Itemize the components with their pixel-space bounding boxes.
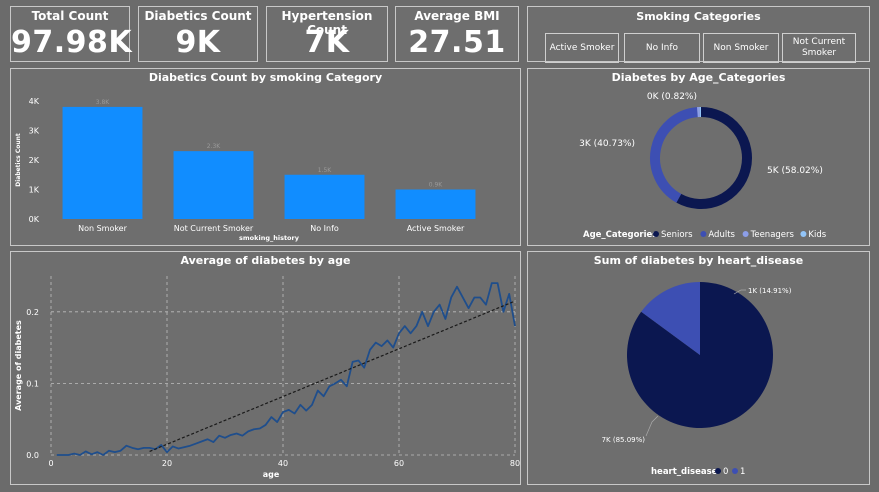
x-tick-label: 60 <box>394 459 404 468</box>
x-tick-label: 20 <box>162 459 172 468</box>
slicer-option-not-current-smoker[interactable]: Not Current Smoker <box>782 33 856 63</box>
legend-title: heart_disease <box>651 467 718 477</box>
y-tick-label: 0K <box>29 215 40 224</box>
pie-chart-panel: Sum of diabetes by heart_disease 1K (14.… <box>527 251 870 485</box>
slice-data-label: 1K (14.91%) <box>748 287 792 295</box>
slice-data-label: 0K (0.82%) <box>647 92 697 102</box>
slice-data-label: 5K (58.02%) <box>767 166 823 176</box>
data-label: 2.3K <box>207 143 222 150</box>
kpi-label: Hypertension Count <box>281 9 373 37</box>
kpi-card-hypertension-count: Hypertension Count 7K <box>266 6 388 62</box>
legend-marker <box>732 468 738 474</box>
x-tick-label: 0 <box>48 459 53 468</box>
donut-chart: 5K (58.02%) 3K (40.73%) 0K (0.82%) Age_Cate… <box>579 92 827 240</box>
x-axis-label: smoking_history <box>239 234 300 242</box>
bar <box>62 106 143 219</box>
slicer-option-non-smoker[interactable]: Non Smoker <box>703 33 779 63</box>
kpi-value: 97.98K <box>11 25 133 60</box>
bar <box>284 174 365 219</box>
chart-title: Diabetics Count by smoking Category <box>148 71 383 84</box>
pie-chart: 1K (14.91%) 7K (85.09%) heart_disease 0 1 <box>602 282 792 477</box>
kpi-label: Average BMI <box>414 9 500 23</box>
donut-chart-panel: Diabetes by Age_Categories 5K (58.02%) 3K… <box>527 68 870 246</box>
x-tick-label: 40 <box>278 459 288 468</box>
legend-marker <box>715 468 721 474</box>
x-tick-label: Not Current Smoker <box>174 224 254 233</box>
legend-entry: Seniors <box>661 230 693 240</box>
smoking-categories-slicer: Smoking Categories Active Smoker No Info… <box>527 6 870 63</box>
x-tick-label: No Info <box>310 224 339 233</box>
y-tick-label: 2K <box>29 156 40 165</box>
slice-data-label: 7K (85.09%) <box>602 436 646 444</box>
kpi-value: 7K <box>304 25 350 60</box>
slice-data-label: 3K (40.73%) <box>579 139 635 149</box>
y-axis-label: Diabetics Count <box>15 133 22 187</box>
legend-marker <box>742 231 749 237</box>
y-tick-label: 0.2 <box>26 308 39 317</box>
y-tick-label: 0.0 <box>26 451 39 460</box>
bar <box>395 189 476 219</box>
kpi-value: 27.51 <box>408 25 506 60</box>
bar <box>173 151 254 219</box>
kpi-label: Total Count <box>31 9 109 23</box>
donut-slice <box>650 107 698 203</box>
chart-title: Sum of diabetes by heart_disease <box>593 254 804 267</box>
y-tick-label: 1K <box>29 186 40 195</box>
line-chart-panel: Average of diabetes by age 0.0 0.1 0.2 0 20 4… <box>10 251 521 485</box>
slicer-option-active-smoker[interactable]: Active Smoker <box>545 33 619 63</box>
legend-marker <box>700 231 707 237</box>
y-axis-label: Average of diabetes <box>14 320 23 411</box>
leader-line <box>733 289 746 295</box>
bar-chart: 0K 1K 2K 3K 4K 3.8K Non Smoker 2.3K Not Current … <box>15 97 476 242</box>
slicer-option-no-info[interactable]: No Info <box>624 33 700 63</box>
data-label: 3.8K <box>96 99 111 106</box>
y-tick-label: 0.1 <box>26 379 39 388</box>
donut-slice <box>676 107 752 209</box>
y-tick-label: 3K <box>29 127 40 136</box>
chart-title: Diabetes by Age_Categories <box>611 71 786 84</box>
slicer-title: Smoking Categories <box>636 10 761 23</box>
kpi-value: 9K <box>175 25 221 60</box>
y-tick-label: 4K <box>29 97 40 106</box>
legend-marker <box>653 231 659 237</box>
x-tick-label: 80 <box>510 459 520 468</box>
series-line <box>56 282 516 456</box>
legend-marker <box>800 231 807 237</box>
legend-entry: Adults <box>708 230 735 240</box>
legend-entry: 1 <box>740 467 745 477</box>
legend-entry: Teenagers <box>750 230 795 240</box>
x-tick-label: Active Smoker <box>407 224 465 233</box>
legend-entry: Kids <box>808 230 826 240</box>
kpi-card-average-bmi: Average BMI 27.51 <box>395 6 519 62</box>
legend-entry: 0 <box>723 467 728 477</box>
kpi-label: Diabetics Count <box>144 9 252 23</box>
line-chart: 0.0 0.1 0.2 0 20 40 60 80 age Average of diabetes <box>14 276 520 479</box>
data-label: 0.9K <box>429 182 444 189</box>
leader-line <box>645 415 659 437</box>
x-tick-label: Non Smoker <box>78 224 128 233</box>
pie-slice <box>641 282 700 355</box>
data-label: 1.5K <box>318 167 333 174</box>
legend-title: Age_Categories <box>583 230 657 240</box>
trend-line <box>149 300 516 452</box>
kpi-card-diabetics-count: Diabetics Count 9K <box>138 6 258 62</box>
bar-chart-panel: Diabetics Count by smoking Category 0K 1K… <box>10 68 521 246</box>
chart-title: Average of diabetes by age <box>180 254 351 267</box>
kpi-card-total-count: Total Count 97.98K <box>10 6 133 62</box>
x-axis-label: age <box>263 470 280 479</box>
